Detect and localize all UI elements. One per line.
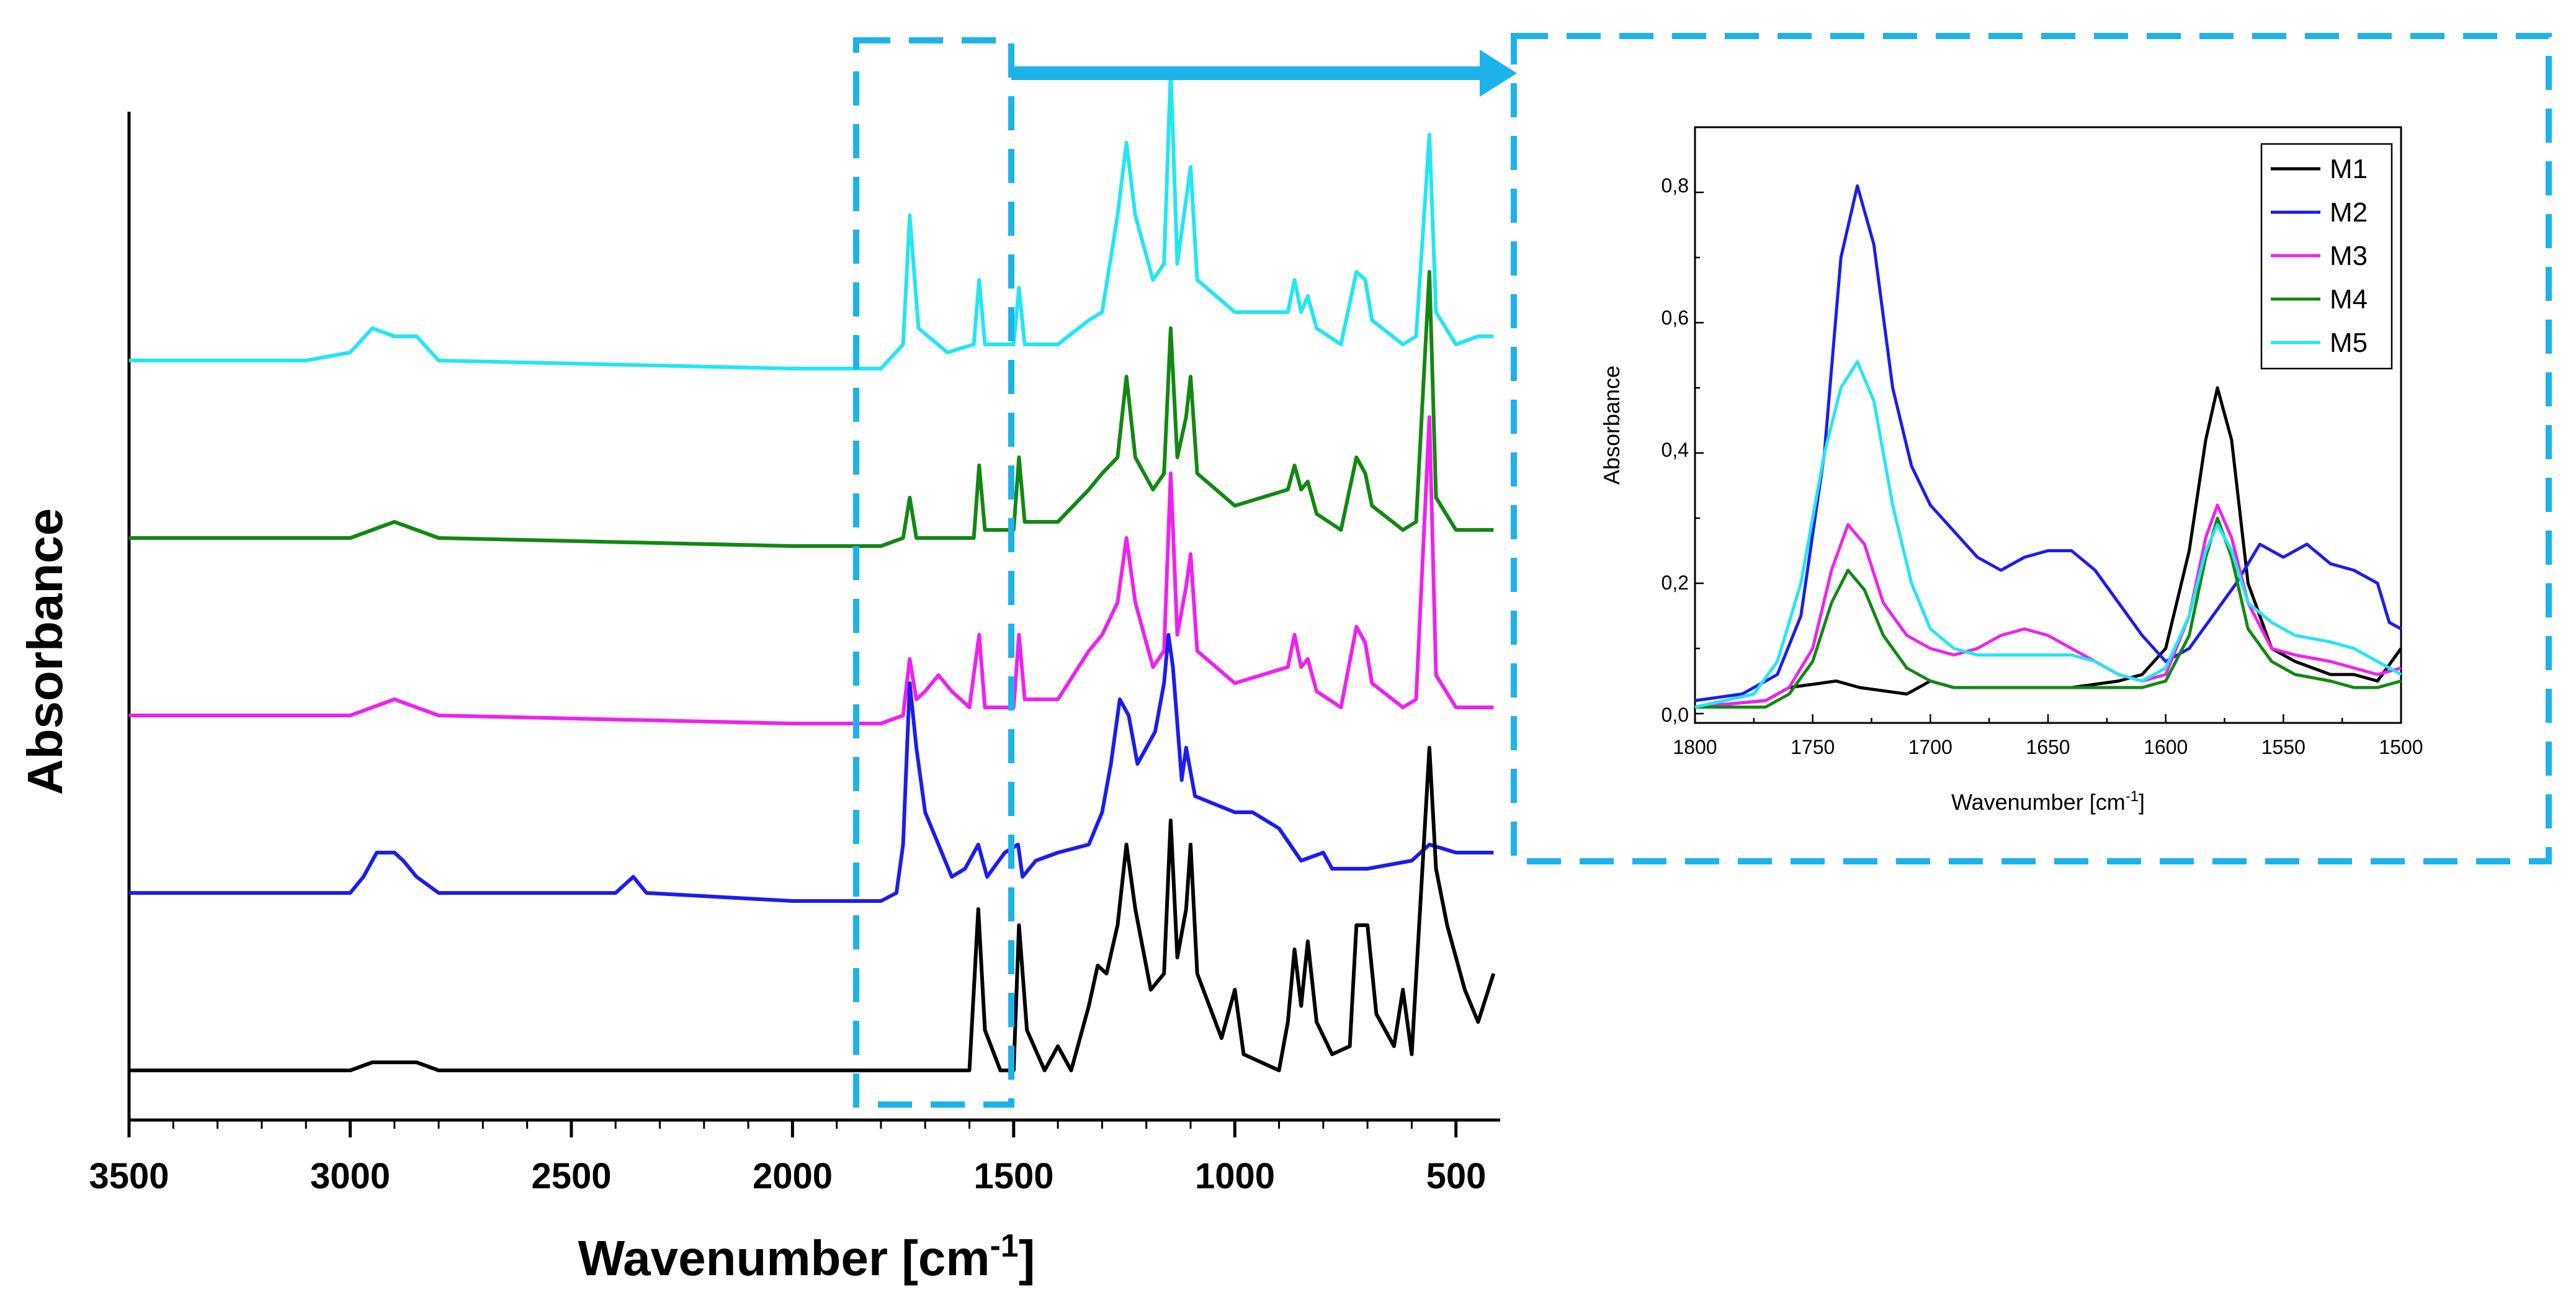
series-line-m4: [129, 270, 1494, 548]
series-line-m2: [129, 633, 1494, 903]
inset-x-tick-label: 1550: [2261, 736, 2305, 758]
inset-series-line-m3: [1694, 503, 2402, 709]
inset-frame: [1511, 33, 2552, 864]
series-line-m3: [129, 415, 1494, 725]
inset-chart: 1800 1750 1700 1650 1600 1550 1500 0,0 0…: [1599, 126, 2423, 815]
inset-series-line-m1: [1694, 386, 2403, 709]
main-chart: 3500 3000 2500 2000 1500 1000 500 Wavenu…: [17, 68, 1500, 1286]
inset-y-axis-label: Absorbance: [1599, 365, 1624, 485]
inset-y-tick-label: 0,0: [1661, 704, 1689, 726]
main-tick-label: 3500: [89, 1156, 169, 1196]
inset-x-tick-label: 1600: [2144, 736, 2188, 758]
main-tick-label: 500: [1426, 1156, 1487, 1196]
main-series: [129, 68, 1496, 1072]
zoom-highlight: [853, 33, 2552, 1108]
inset-x-tick-label: 1500: [2379, 736, 2423, 758]
zoom-region-box: [853, 37, 1014, 1108]
series-line-m5: [129, 68, 1494, 370]
inset-y-tick-label: 0,6: [1661, 307, 1689, 329]
inset-series-line-m5: [1694, 360, 2402, 709]
inset-x-tick-label: 1800: [1673, 736, 1717, 758]
inset-series-line-m2: [1694, 184, 2402, 702]
inset-y-tick-label: 0,8: [1661, 174, 1689, 197]
main-y-axis-label: Absorbance: [17, 508, 73, 795]
inset-x-tick-label: 1750: [1791, 736, 1835, 758]
inset-y-tick-label: 0,2: [1661, 572, 1689, 594]
inset-x-tick-label: 1700: [1908, 736, 1952, 758]
legend-label-m2: M2: [2330, 197, 2368, 228]
main-tick-label: 1000: [1195, 1156, 1275, 1196]
inset-y-tick-label: 0,4: [1661, 439, 1689, 461]
legend: M1 M2 M3 M4 M5: [2260, 143, 2393, 370]
legend-label-m5: M5: [2330, 328, 2368, 358]
inset-x-axis-label: Wavenumber [cm-1]: [1951, 788, 2145, 815]
main-x-ticks: [127, 1120, 1458, 1137]
main-tick-label: 2500: [531, 1156, 611, 1196]
inset-series-line-m4: [1695, 516, 2402, 709]
inset-ticks: [1694, 191, 2402, 723]
legend-label-m4: M4: [2330, 284, 2368, 315]
main-x-axis-label: Wavenumber [cm-1]: [578, 1228, 1035, 1286]
legend-label-m1: M1: [2330, 154, 2368, 184]
inset-x-tick-label: 1650: [2026, 736, 2070, 758]
inset-series: [1694, 184, 2403, 709]
zoom-arrow-head: [1480, 50, 1517, 97]
main-tick-label: 3000: [310, 1156, 390, 1196]
main-tick-label: 1500: [973, 1156, 1053, 1196]
main-tick-label: 2000: [753, 1156, 833, 1196]
series-line-m1: [129, 746, 1496, 1072]
legend-label-m3: M3: [2330, 241, 2368, 271]
